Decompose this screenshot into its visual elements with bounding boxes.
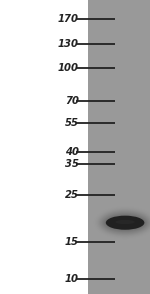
Text: 35: 35 — [65, 159, 79, 169]
FancyBboxPatch shape — [88, 0, 150, 294]
Ellipse shape — [103, 213, 147, 232]
Ellipse shape — [116, 220, 135, 224]
Text: 170: 170 — [58, 14, 79, 24]
Text: 70: 70 — [65, 96, 79, 106]
Text: 25: 25 — [65, 190, 79, 200]
Text: 130: 130 — [58, 39, 79, 49]
Ellipse shape — [106, 216, 144, 230]
Ellipse shape — [104, 215, 146, 231]
Text: 55: 55 — [65, 118, 79, 128]
Text: 15: 15 — [65, 237, 79, 247]
Text: 100: 100 — [58, 63, 79, 73]
Text: 10: 10 — [65, 274, 79, 284]
Text: 40: 40 — [65, 147, 79, 157]
